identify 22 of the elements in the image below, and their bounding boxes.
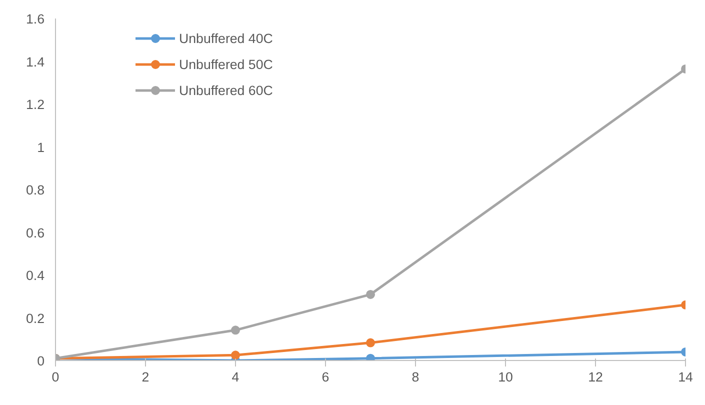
y-tick-label: 0.8 (26, 182, 45, 198)
point (231, 350, 240, 360)
x-tick-label: 14 (678, 370, 694, 384)
y-tick-label: 0.6 (26, 225, 45, 240)
y-tick-label: 1.4 (26, 54, 46, 70)
x-tick-label: 0 (52, 370, 60, 384)
y-tick-label: 1.2 (26, 97, 45, 112)
x-tick-label: 10 (498, 370, 513, 384)
x-tick-label: 8 (412, 370, 420, 384)
y-tick-label: 0.2 (26, 310, 45, 326)
legend-label: Unbuffered 50C (179, 56, 273, 72)
y-tick-label: 1.6 (26, 12, 45, 26)
point (366, 338, 375, 348)
y-tick-label: 1 (37, 140, 45, 155)
x-tick-label: 6 (322, 370, 330, 384)
y-tick-label: 0.4 (26, 268, 46, 283)
x-tick-label: 4 (232, 370, 240, 384)
x-tick-label: 12 (588, 370, 603, 384)
legend-label: Unbuffered 40C (179, 30, 273, 46)
x-tick-label: 2 (142, 370, 150, 384)
legend-label: Unbuffered 60C (179, 82, 273, 98)
y-tick-label: 0 (37, 354, 45, 368)
